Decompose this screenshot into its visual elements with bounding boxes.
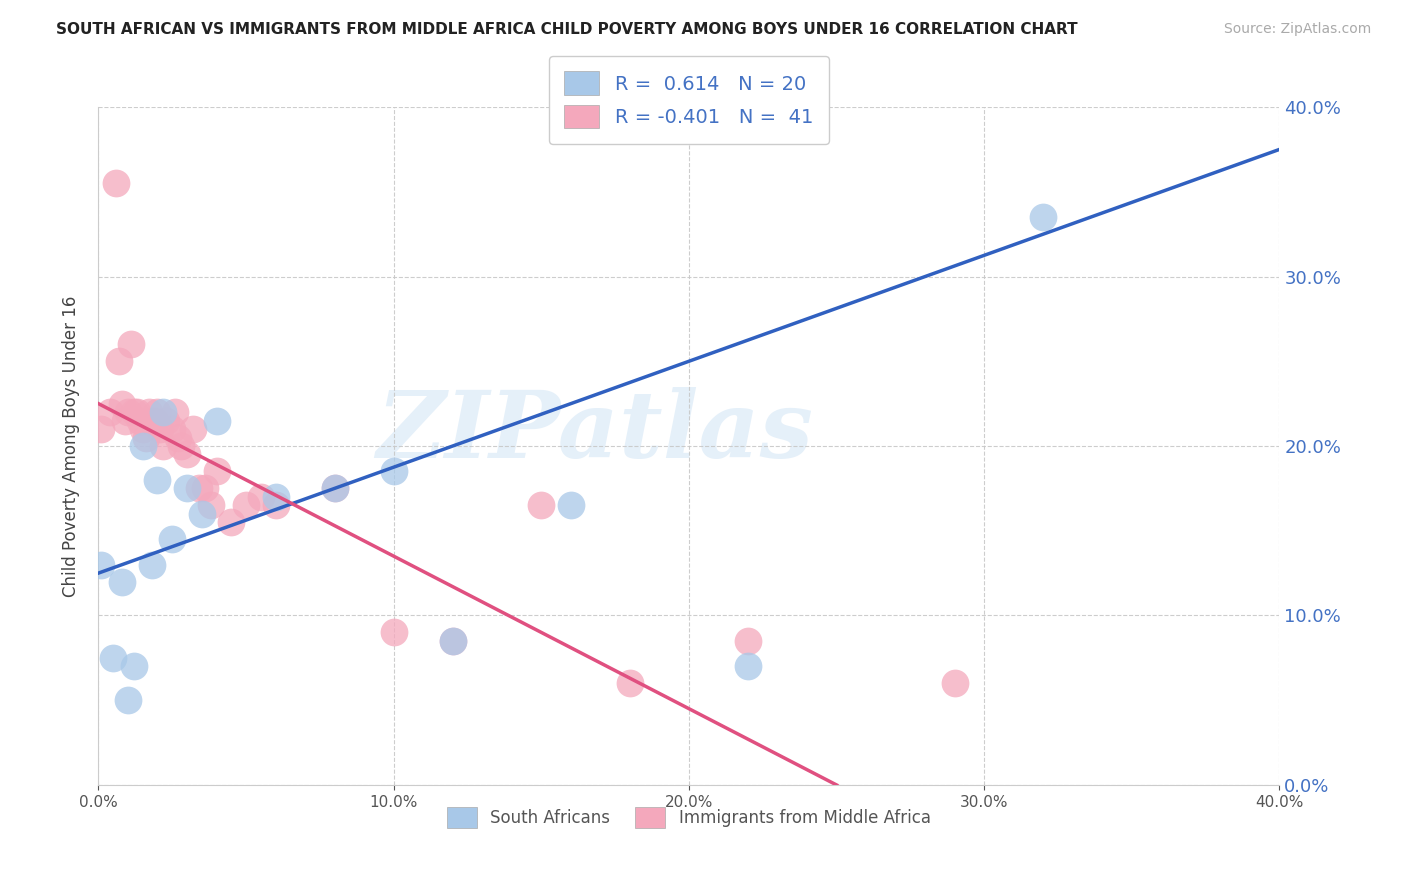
Point (90, 558, 112, 572)
Point (111, 396, 134, 410)
Point (152, 439, 174, 453)
Point (560, 498, 582, 512)
Point (187, 482, 209, 496)
Point (176, 482, 198, 496)
Point (200, 498, 222, 512)
Point (205, 464, 228, 478)
Point (1032, 211, 1054, 225)
Point (737, 659, 759, 673)
Point (323, 482, 346, 496)
Point (90, 422, 112, 436)
Point (149, 422, 172, 436)
Point (205, 414, 228, 428)
Point (120, 337, 142, 351)
Point (132, 422, 155, 436)
Point (162, 532, 183, 546)
Point (943, 676, 966, 690)
Point (152, 405, 174, 419)
Point (264, 498, 287, 512)
Point (128, 414, 150, 428)
Point (103, 651, 125, 665)
Point (146, 473, 169, 487)
Point (323, 482, 346, 496)
Point (176, 447, 198, 462)
Point (162, 422, 183, 436)
Point (122, 405, 145, 419)
Point (108, 354, 131, 368)
Point (143, 414, 166, 428)
Y-axis label: Child Poverty Among Boys Under 16: Child Poverty Among Boys Under 16 (62, 295, 80, 597)
Legend: South Africans, Immigrants from Middle Africa: South Africans, Immigrants from Middle A… (440, 801, 938, 834)
Point (135, 430, 157, 444)
Point (141, 414, 163, 428)
Text: SOUTH AFRICAN VS IMMIGRANTS FROM MIDDLE AFRICA CHILD POVERTY AMONG BOYS UNDER 16: SOUTH AFRICAN VS IMMIGRANTS FROM MIDDLE … (56, 22, 1078, 37)
Point (165, 405, 187, 419)
Point (382, 464, 405, 478)
Point (132, 439, 155, 453)
Point (98, 405, 121, 419)
Point (530, 498, 553, 512)
Point (382, 625, 405, 640)
Point (105, 177, 128, 191)
Point (191, 507, 214, 521)
Point (114, 414, 136, 428)
Point (125, 405, 148, 419)
Point (250, 490, 273, 504)
Point (221, 515, 243, 529)
Point (146, 405, 169, 419)
Point (181, 422, 204, 436)
Point (194, 482, 217, 496)
Text: Source: ZipAtlas.com: Source: ZipAtlas.com (1223, 22, 1371, 37)
Point (737, 633, 759, 648)
Point (619, 676, 641, 690)
Point (111, 574, 134, 589)
Point (264, 490, 287, 504)
Point (155, 414, 177, 428)
Point (170, 439, 193, 453)
Point (235, 498, 257, 512)
Point (117, 405, 139, 419)
Point (117, 693, 139, 707)
Point (141, 558, 163, 572)
Point (122, 659, 145, 673)
Point (441, 633, 464, 648)
Point (441, 633, 464, 648)
Point (167, 430, 190, 444)
Text: ZIPatlas: ZIPatlas (375, 387, 813, 477)
Point (138, 405, 160, 419)
